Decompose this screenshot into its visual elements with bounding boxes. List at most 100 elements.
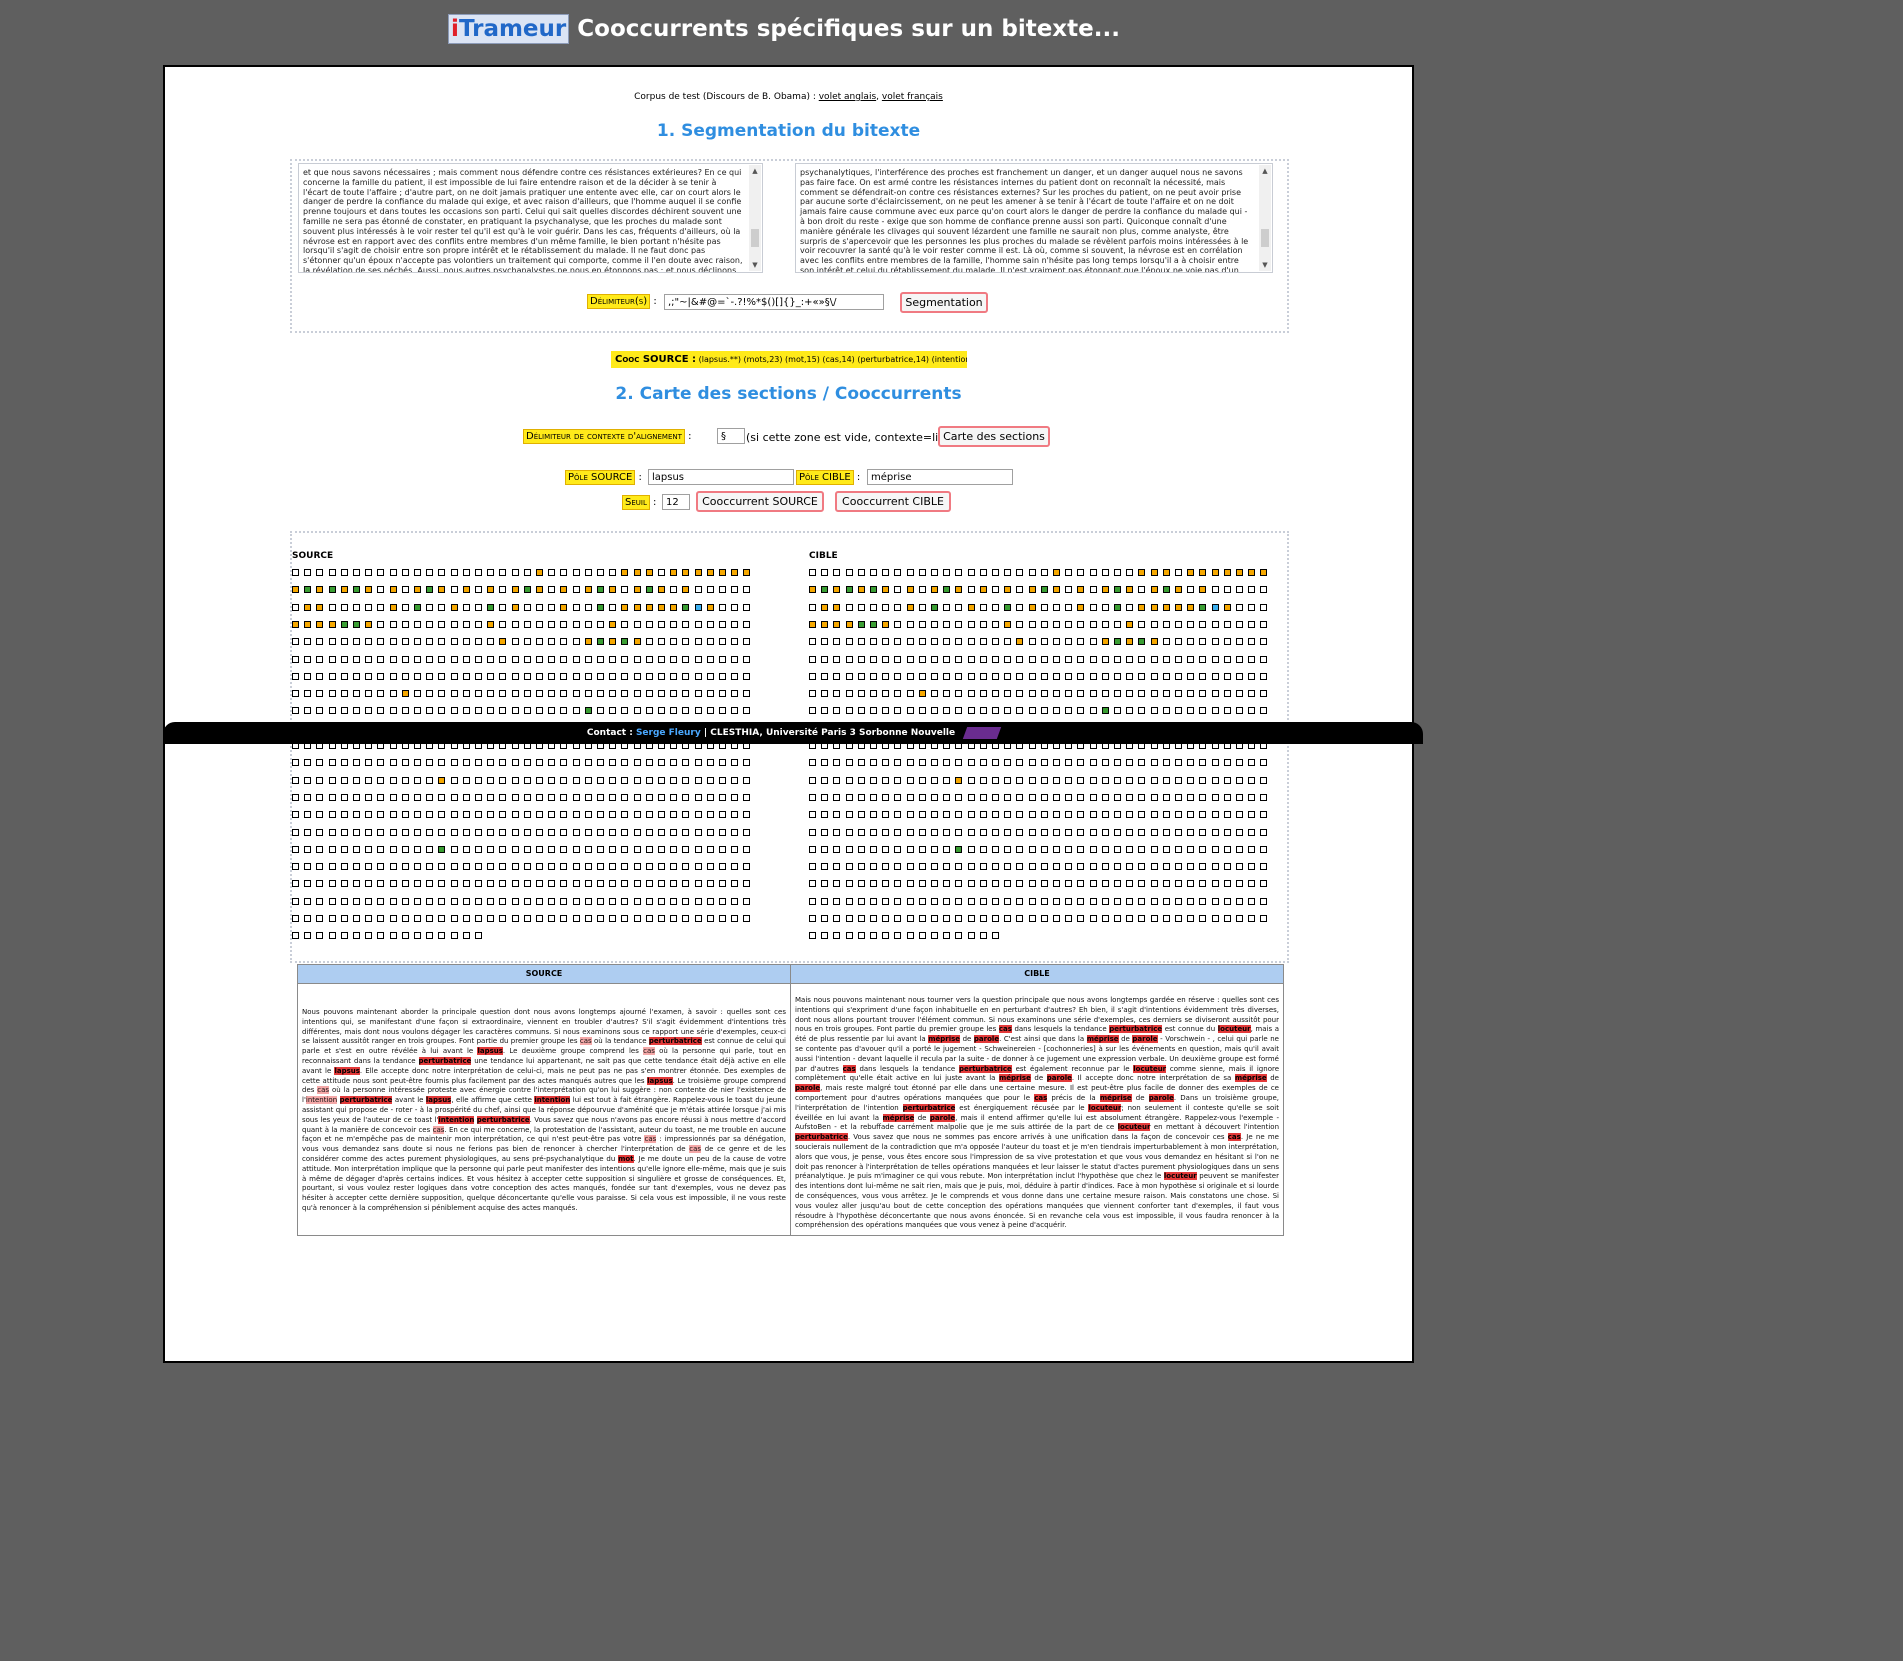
section-cell[interactable] [511, 655, 519, 663]
section-cell[interactable] [1089, 776, 1097, 784]
section-cell[interactable] [560, 655, 568, 663]
section-cell[interactable] [1016, 759, 1024, 767]
section-cell[interactable] [1040, 569, 1048, 576]
section-cell[interactable] [870, 828, 877, 836]
section-cell[interactable] [389, 880, 397, 888]
section-cell[interactable] [1028, 586, 1036, 594]
section-cell[interactable] [833, 707, 841, 715]
section-cell[interactable] [882, 569, 890, 576]
section-cell[interactable] [706, 845, 714, 853]
section-cell[interactable] [1077, 569, 1085, 576]
section-cell[interactable] [821, 880, 829, 888]
section-cell[interactable] [511, 863, 519, 871]
section-cell[interactable] [1126, 828, 1134, 836]
section-cell[interactable] [845, 776, 853, 784]
section-cell[interactable] [967, 569, 975, 576]
section-cell[interactable] [870, 845, 877, 853]
section-cell[interactable] [316, 828, 324, 836]
section-cell[interactable] [1126, 880, 1134, 888]
section-cell[interactable] [1053, 620, 1060, 628]
section-cell[interactable] [931, 776, 938, 784]
section-cell[interactable] [870, 759, 877, 767]
section-cell[interactable] [584, 776, 592, 784]
section-cell[interactable] [1053, 638, 1060, 646]
section-cell[interactable] [438, 620, 446, 628]
section-cell[interactable] [621, 672, 629, 680]
section-cell[interactable] [523, 880, 531, 888]
section-cell[interactable] [621, 707, 629, 715]
section-cell[interactable] [353, 638, 360, 646]
section-cell[interactable] [743, 638, 751, 646]
section-cell[interactable] [1175, 863, 1182, 871]
section-cell[interactable] [414, 776, 421, 784]
section-cell[interactable] [918, 811, 926, 819]
section-cell[interactable] [365, 897, 373, 905]
section-cell[interactable] [1138, 759, 1146, 767]
section-cell[interactable] [918, 620, 926, 628]
section-cell[interactable] [658, 690, 665, 698]
section-cell[interactable] [621, 690, 629, 698]
section-cell[interactable] [426, 845, 434, 853]
section-cell[interactable] [979, 863, 987, 871]
section-cell[interactable] [450, 828, 458, 836]
section-cell[interactable] [809, 793, 816, 801]
section-cell[interactable] [414, 915, 421, 922]
section-cell[interactable] [450, 793, 458, 801]
section-cell[interactable] [694, 707, 702, 715]
section-cell[interactable] [304, 586, 312, 594]
delimiter-input[interactable]: ,;"~|&#@=`-.?!%*$()[]{}_:+«»§\/ [664, 294, 884, 310]
section-cell[interactable] [475, 672, 482, 680]
section-cell[interactable] [1236, 915, 1243, 922]
section-cell[interactable] [1187, 915, 1195, 922]
section-cell[interactable] [645, 897, 653, 905]
section-cell[interactable] [1223, 690, 1231, 698]
section-cell[interactable] [462, 707, 470, 715]
section-cell[interactable] [487, 638, 495, 646]
section-cell[interactable] [882, 707, 890, 715]
section-cell[interactable] [487, 759, 495, 767]
section-cell[interactable] [438, 915, 446, 922]
section-cell[interactable] [1199, 586, 1207, 594]
section-cell[interactable] [292, 586, 299, 594]
section-cell[interactable] [1138, 915, 1146, 922]
section-cell[interactable] [1211, 586, 1219, 594]
section-cell[interactable] [1065, 672, 1073, 680]
section-cell[interactable] [523, 897, 531, 905]
section-cell[interactable] [833, 880, 841, 888]
section-cell[interactable] [462, 776, 470, 784]
section-cell[interactable] [833, 638, 841, 646]
section-cell[interactable] [870, 620, 877, 628]
section-cell[interactable] [645, 707, 653, 715]
section-cell[interactable] [833, 586, 841, 594]
section-cell[interactable] [316, 690, 324, 698]
section-cell[interactable] [377, 638, 385, 646]
section-cell[interactable] [340, 793, 348, 801]
section-cell[interactable] [931, 880, 938, 888]
section-cell[interactable] [1077, 897, 1085, 905]
section-cell[interactable] [706, 638, 714, 646]
section-cell[interactable] [1162, 707, 1170, 715]
section-cell[interactable] [487, 707, 495, 715]
section-cell[interactable] [743, 586, 751, 594]
section-cell[interactable] [462, 845, 470, 853]
section-cell[interactable] [462, 620, 470, 628]
section-cell[interactable] [1053, 897, 1060, 905]
section-cell[interactable] [1114, 638, 1121, 646]
section-cell[interactable] [943, 569, 951, 576]
section-cell[interactable] [931, 897, 938, 905]
target-textarea[interactable]: psychanalytiques, l'interférence des pro… [795, 163, 1273, 273]
section-cell[interactable] [511, 776, 519, 784]
section-cell[interactable] [292, 655, 299, 663]
section-cell[interactable] [979, 672, 987, 680]
section-cell[interactable] [1236, 897, 1243, 905]
section-cell[interactable] [316, 603, 324, 611]
section-cell[interactable] [377, 845, 385, 853]
section-cell[interactable] [845, 569, 853, 576]
section-cell[interactable] [548, 690, 556, 698]
section-cell[interactable] [365, 569, 373, 576]
section-cell[interactable] [499, 811, 507, 819]
section-cell[interactable] [438, 690, 446, 698]
section-cell[interactable] [572, 776, 580, 784]
section-cell[interactable] [1126, 690, 1134, 698]
section-cell[interactable] [560, 672, 568, 680]
